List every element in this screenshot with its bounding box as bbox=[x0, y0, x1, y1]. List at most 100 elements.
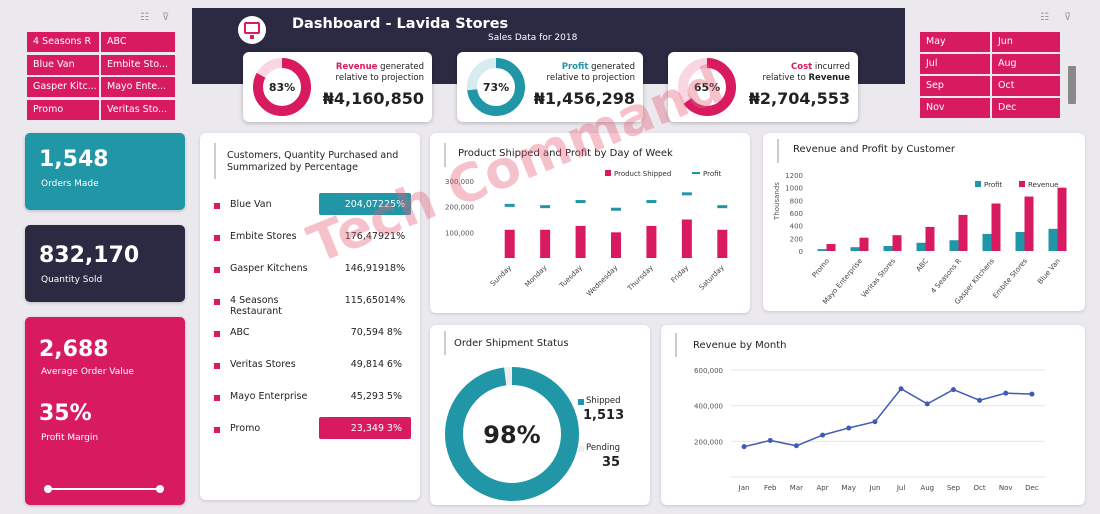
x-tick-label: Sep bbox=[947, 484, 961, 492]
x-tick-label: Aug bbox=[920, 484, 934, 492]
day-of-week-chart-card: Product Shipped and Profit by Day of Wee… bbox=[430, 133, 750, 313]
slider-handle-right[interactable] bbox=[156, 485, 164, 493]
profit-marker bbox=[540, 205, 551, 209]
y-tick-label: 1200 bbox=[785, 172, 803, 180]
x-tick-label: Saturday bbox=[698, 264, 726, 292]
month-filter-button[interactable]: Nov bbox=[920, 98, 990, 118]
y-tick-label: 800 bbox=[790, 197, 803, 205]
kpi-donut-arc bbox=[253, 58, 311, 116]
day-chart-title: Product Shipped and Profit by Day of Wee… bbox=[458, 148, 673, 159]
kpi-card: 83% Revenue generated relative to projecti… bbox=[243, 52, 432, 122]
multi-select-icon[interactable]: ☷ bbox=[140, 12, 149, 23]
day-of-week-chart: 100,000 200,000 300,000 Product Shipped Prof… bbox=[445, 170, 728, 298]
revenue-point bbox=[820, 432, 826, 438]
customer-filter-button[interactable]: 4 Seasons R bbox=[27, 32, 99, 52]
legend-label: Product Shipped bbox=[614, 170, 671, 178]
month-filter-button[interactable]: Sep bbox=[920, 76, 990, 96]
bar-profit bbox=[1048, 228, 1058, 251]
table-row[interactable]: ABC 70,594 8% bbox=[212, 323, 412, 347]
customer-filter-button[interactable]: Blue Van bbox=[27, 54, 99, 75]
customer-quantity: 176,479 bbox=[344, 231, 384, 242]
customer-filter-button[interactable]: Embite Sto... bbox=[101, 54, 175, 75]
revenue-month-title: Revenue by Month bbox=[693, 340, 787, 351]
customer-filter-button[interactable]: Promo bbox=[27, 99, 99, 120]
customer-filter-button[interactable]: Veritas Sto... bbox=[101, 99, 175, 120]
month-filter-button[interactable]: May bbox=[920, 32, 990, 52]
customer-name: Blue Van bbox=[230, 199, 272, 210]
donut-percent: 98% bbox=[483, 421, 540, 449]
x-tick-label: Apr bbox=[817, 484, 829, 492]
x-tick-label: Wednesday bbox=[585, 264, 619, 298]
bar-shipped bbox=[681, 219, 692, 258]
kpi-card: 73% Profit generated relative to projectio… bbox=[457, 52, 643, 122]
bar-shipped bbox=[504, 229, 515, 258]
clear-filter-icon[interactable]: ⊽ bbox=[1064, 12, 1072, 23]
customer-filter-button[interactable]: ABC bbox=[101, 32, 175, 52]
x-tick-label: Promo bbox=[811, 257, 831, 279]
customer-name: Veritas Stores bbox=[230, 359, 296, 370]
customer-filter-button[interactable]: Gasper Kitc... bbox=[27, 77, 99, 97]
pending-swatch bbox=[578, 446, 584, 452]
customer-name: Embite Stores bbox=[230, 231, 297, 242]
bar-shipped bbox=[575, 225, 586, 258]
kpi-description: Profit generated relative to projection bbox=[546, 62, 635, 83]
customer-percent: 3% bbox=[386, 423, 402, 434]
aov-value: 2,688 bbox=[39, 337, 109, 362]
kpi-donut: 65% bbox=[678, 58, 736, 116]
bar-revenue bbox=[1057, 187, 1067, 251]
page-title: Dashboard - Lavida Stores bbox=[292, 16, 509, 32]
month-filter-button[interactable]: Aug bbox=[992, 54, 1060, 74]
customer-percent: 25% bbox=[384, 199, 406, 210]
x-tick-label: Mar bbox=[790, 484, 803, 492]
kpi-description: Cost incurred relative to Revenue bbox=[762, 62, 850, 83]
pending-value: 35 bbox=[602, 455, 621, 470]
logo-icon bbox=[238, 16, 266, 44]
slider-handle-left[interactable] bbox=[44, 485, 52, 493]
pending-label: Pending bbox=[586, 443, 620, 453]
slicer-scrollbar[interactable] bbox=[1068, 66, 1076, 104]
table-row[interactable]: Gasper Kitchens 146,919 18% bbox=[212, 259, 412, 283]
table-row[interactable]: Mayo Enterprise 45,293 5% bbox=[212, 387, 412, 411]
revenue-point bbox=[950, 387, 956, 393]
aov-label: Average Order Value bbox=[41, 367, 134, 377]
x-tick-label: Tuesday bbox=[557, 264, 584, 291]
bar-profit bbox=[883, 245, 893, 251]
x-tick-label: Sunday bbox=[489, 264, 513, 288]
profit-marker bbox=[681, 192, 692, 196]
revenue-point bbox=[898, 386, 904, 392]
x-tick-label: ABC bbox=[915, 257, 930, 273]
revenue-point bbox=[793, 443, 799, 449]
legend-swatch bbox=[692, 172, 700, 174]
table-row[interactable]: 4 Seasons Restaurant 115,650 14% bbox=[212, 291, 412, 317]
donut-arc bbox=[445, 367, 579, 501]
row-bullet bbox=[214, 203, 220, 209]
customer-filter-button[interactable]: Mayo Ente... bbox=[101, 77, 175, 97]
row-bullet bbox=[214, 395, 220, 401]
x-tick-label: Jan bbox=[738, 484, 750, 492]
profit-marker bbox=[646, 200, 657, 204]
bar-revenue bbox=[925, 226, 935, 251]
kpi-metric-name: Profit bbox=[561, 62, 589, 72]
table-row[interactable]: Veritas Stores 49,814 6% bbox=[212, 355, 412, 379]
kpi-value: ₦4,160,850 bbox=[322, 89, 424, 108]
clear-filter-icon[interactable]: ⊽ bbox=[162, 12, 170, 23]
shipped-value: 1,513 bbox=[583, 408, 625, 423]
table-row[interactable]: Blue Van 204,072 25% bbox=[212, 193, 412, 219]
x-tick-label: Dec bbox=[1025, 484, 1039, 492]
table-row[interactable]: Embite Stores 176,479 21% bbox=[212, 227, 412, 251]
row-highlight bbox=[319, 417, 411, 439]
multi-select-icon[interactable]: ☷ bbox=[1040, 12, 1049, 23]
month-filter-button[interactable]: Jul bbox=[920, 54, 990, 74]
month-filter-button[interactable]: Dec bbox=[992, 98, 1060, 118]
profit-marker bbox=[717, 205, 728, 209]
month-filter-button[interactable]: Jun bbox=[992, 32, 1060, 52]
customer-percent: 21% bbox=[384, 231, 406, 242]
table-row[interactable]: Promo 23,349 3% bbox=[212, 417, 412, 443]
customer-chart: 0 200 400 600 800 1000 1200 Thousands Profit Reve… bbox=[773, 172, 1067, 306]
x-tick-label: Friday bbox=[670, 264, 691, 285]
bar-revenue bbox=[958, 214, 968, 251]
month-filter-button[interactable]: Oct bbox=[992, 76, 1060, 96]
aov-margin-tile: 2,688 Average Order Value 35% Profit Mar… bbox=[25, 317, 185, 505]
margin-label: Profit Margin bbox=[41, 433, 99, 443]
orders-tile: 1,548 Orders Made bbox=[25, 133, 185, 210]
